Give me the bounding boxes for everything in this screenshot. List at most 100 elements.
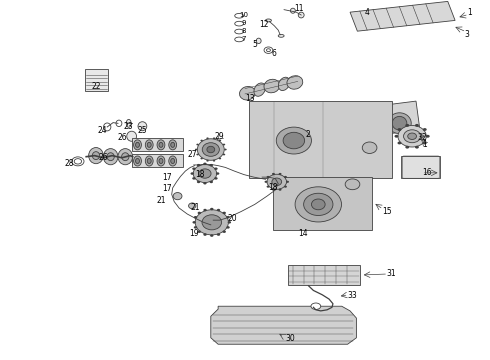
Text: 23: 23 (124, 122, 133, 131)
Ellipse shape (197, 230, 201, 233)
Ellipse shape (203, 209, 207, 211)
Ellipse shape (194, 216, 197, 219)
Text: 18: 18 (269, 183, 278, 192)
Ellipse shape (331, 124, 346, 138)
Ellipse shape (267, 49, 270, 51)
Ellipse shape (217, 209, 220, 211)
Ellipse shape (279, 173, 282, 175)
Ellipse shape (301, 128, 316, 141)
Ellipse shape (408, 133, 416, 139)
Text: 21: 21 (156, 196, 166, 205)
Polygon shape (211, 306, 356, 344)
Ellipse shape (136, 142, 140, 147)
Ellipse shape (210, 234, 214, 237)
Ellipse shape (134, 156, 142, 166)
Ellipse shape (283, 132, 305, 149)
Ellipse shape (357, 117, 381, 138)
Ellipse shape (235, 29, 244, 34)
Ellipse shape (254, 83, 266, 96)
Ellipse shape (171, 158, 174, 163)
Ellipse shape (327, 121, 350, 141)
Ellipse shape (216, 172, 220, 175)
Ellipse shape (103, 123, 111, 131)
Polygon shape (273, 177, 372, 230)
Ellipse shape (298, 12, 304, 18)
Ellipse shape (217, 233, 220, 236)
Text: 27: 27 (187, 150, 197, 159)
Text: 4: 4 (365, 8, 369, 17)
Ellipse shape (265, 181, 268, 183)
Ellipse shape (203, 182, 207, 184)
Text: 31: 31 (387, 269, 396, 278)
Text: 8: 8 (242, 28, 246, 34)
Ellipse shape (203, 233, 207, 236)
Text: 29: 29 (215, 132, 224, 141)
Ellipse shape (272, 173, 275, 175)
Ellipse shape (134, 140, 142, 150)
Bar (132, 154, 183, 167)
Ellipse shape (196, 154, 199, 156)
Text: 18: 18 (196, 170, 205, 179)
Ellipse shape (240, 86, 255, 100)
Ellipse shape (213, 138, 215, 139)
Ellipse shape (169, 156, 176, 166)
Text: 1: 1 (422, 140, 427, 149)
Ellipse shape (287, 76, 303, 89)
Ellipse shape (256, 38, 261, 44)
Text: 3: 3 (465, 30, 470, 39)
Ellipse shape (267, 174, 287, 189)
Polygon shape (289, 101, 420, 146)
Text: 16: 16 (422, 168, 432, 177)
Ellipse shape (219, 140, 221, 141)
Ellipse shape (264, 47, 273, 53)
Ellipse shape (157, 156, 165, 166)
Ellipse shape (206, 160, 209, 162)
Ellipse shape (194, 226, 197, 229)
Ellipse shape (207, 146, 215, 153)
Ellipse shape (72, 157, 84, 166)
Ellipse shape (193, 221, 196, 224)
Ellipse shape (206, 138, 209, 139)
Ellipse shape (362, 120, 376, 134)
Ellipse shape (195, 210, 228, 235)
Ellipse shape (196, 144, 199, 145)
Ellipse shape (107, 153, 114, 161)
Ellipse shape (173, 193, 182, 200)
Ellipse shape (147, 158, 151, 163)
Ellipse shape (226, 226, 230, 229)
Ellipse shape (388, 113, 411, 134)
Ellipse shape (226, 216, 230, 219)
Ellipse shape (200, 158, 203, 159)
Ellipse shape (272, 178, 282, 185)
Ellipse shape (362, 142, 377, 153)
Text: 15: 15 (382, 207, 392, 216)
Ellipse shape (223, 154, 225, 156)
Ellipse shape (405, 124, 409, 127)
Ellipse shape (345, 179, 360, 190)
Ellipse shape (405, 146, 409, 149)
Text: 5: 5 (252, 40, 257, 49)
Ellipse shape (171, 142, 174, 147)
Ellipse shape (278, 35, 284, 37)
Ellipse shape (304, 193, 333, 216)
Ellipse shape (116, 120, 122, 127)
Ellipse shape (291, 8, 295, 13)
Text: 12: 12 (259, 20, 269, 29)
Ellipse shape (394, 135, 398, 138)
Ellipse shape (404, 130, 420, 143)
Ellipse shape (193, 165, 217, 183)
Polygon shape (350, 1, 455, 31)
Ellipse shape (202, 215, 221, 230)
Ellipse shape (210, 181, 213, 183)
Text: 17: 17 (162, 173, 171, 182)
Ellipse shape (199, 169, 211, 178)
Ellipse shape (169, 140, 176, 150)
Ellipse shape (197, 181, 200, 183)
Ellipse shape (157, 140, 165, 150)
Ellipse shape (279, 189, 282, 191)
Ellipse shape (118, 149, 133, 165)
Text: 25: 25 (138, 126, 147, 135)
Ellipse shape (197, 164, 200, 166)
Text: 2: 2 (305, 130, 310, 139)
Ellipse shape (295, 187, 342, 222)
